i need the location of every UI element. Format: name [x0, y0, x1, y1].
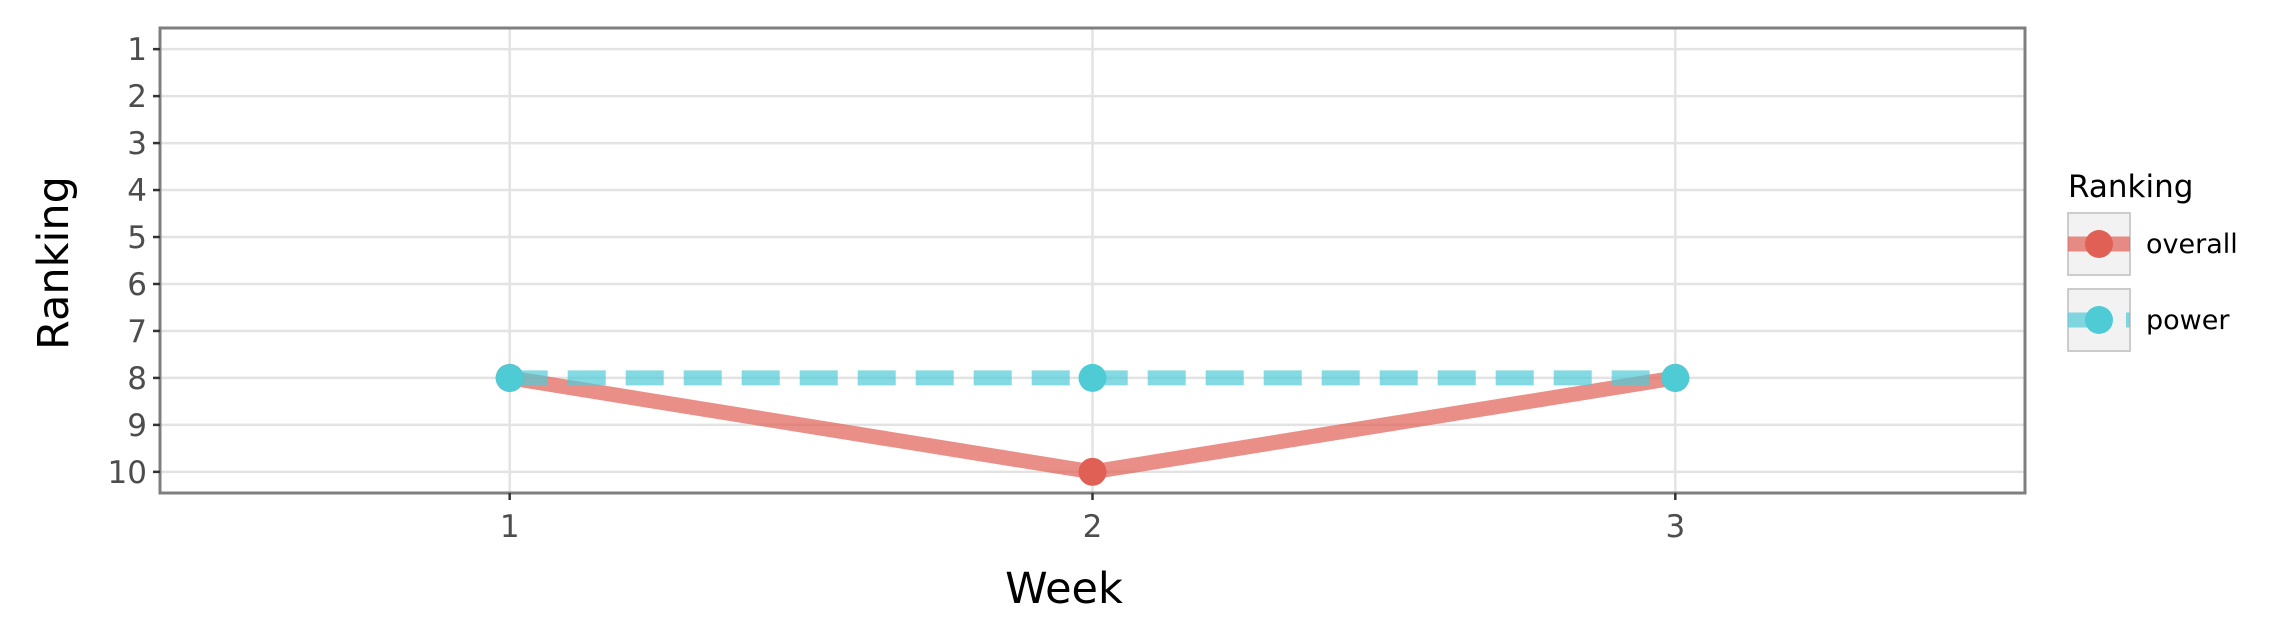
- legend-key-point: [2085, 230, 2113, 258]
- legend-title: Ranking: [2068, 169, 2193, 205]
- x-axis-ticks: 1 2 3: [500, 493, 1685, 545]
- y-tick-label: 4: [127, 173, 147, 209]
- y-axis-title: Ranking: [29, 176, 79, 350]
- data-point-power: [1661, 363, 1690, 392]
- y-tick-label: 6: [127, 267, 147, 303]
- y-tick-label: 7: [127, 314, 147, 350]
- data-point-power: [495, 363, 524, 392]
- legend-label: power: [2146, 305, 2230, 336]
- x-tick-label: 3: [1665, 509, 1685, 545]
- y-tick-label: 9: [127, 408, 147, 444]
- legend-label: overall: [2146, 229, 2238, 260]
- y-tick-label: 1: [127, 32, 147, 68]
- data-point-overall: [1078, 457, 1107, 486]
- y-axis-ticks: 1 2 3 4 5 6 7 8 9 10: [108, 32, 160, 491]
- legend-item-overall: overall: [2067, 212, 2238, 276]
- legend-item-power: power: [2067, 288, 2230, 352]
- y-tick-label: 10: [108, 455, 147, 491]
- legend-key-point: [2085, 306, 2113, 334]
- x-tick-label: 1: [500, 509, 520, 545]
- y-tick-label: 2: [127, 79, 147, 115]
- plot-area: [158, 26, 2027, 495]
- y-tick-label: 3: [127, 126, 147, 162]
- series-points: [495, 363, 1690, 486]
- data-point-power: [1078, 363, 1107, 392]
- legend: Ranking overall power: [2067, 169, 2238, 352]
- legend-keys: overall power: [2067, 212, 2238, 352]
- x-tick-label: 2: [1083, 509, 1103, 545]
- y-tick-label: 8: [127, 361, 147, 397]
- x-axis-title: Week: [1005, 564, 1123, 614]
- y-tick-label: 5: [127, 220, 147, 256]
